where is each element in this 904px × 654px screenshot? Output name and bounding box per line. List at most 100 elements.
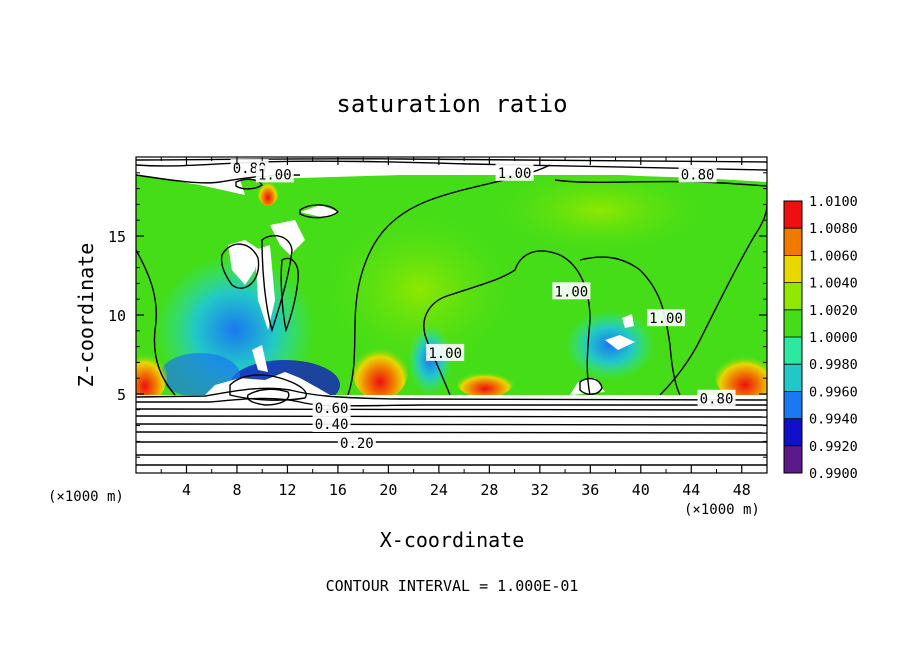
colorbar-label: 0.9920 (809, 439, 858, 455)
colorbar-swatch (784, 282, 802, 310)
field-zone (480, 160, 720, 260)
contour-label-bg (697, 389, 736, 407)
field-white-region (570, 378, 605, 395)
colorbar-label: 0.9980 (809, 357, 858, 373)
contour-label: 1.00 (258, 167, 292, 183)
contour-label-bg (337, 433, 376, 451)
contour-line-small (220, 243, 260, 289)
colorbar-label: 1.0040 (809, 276, 858, 292)
contour-line-1.00 (136, 249, 176, 396)
contour-line-0.40 (136, 431, 767, 434)
x-tick-label: 28 (480, 481, 498, 499)
colorbar-label: 1.0020 (809, 303, 858, 319)
field-white-region (300, 205, 340, 218)
contour-label: 0.40 (315, 417, 349, 433)
colorbar-swatch (784, 445, 802, 473)
field-zone (310, 200, 530, 380)
colorbar-swatch (784, 201, 802, 229)
colorbar-swatch (784, 418, 802, 446)
x-unit-label-left: (×1000 m) (48, 489, 124, 505)
field-zone (352, 340, 408, 400)
colorbar-label: 1.0000 (809, 330, 858, 346)
x-unit-label-right: (×1000 m) (684, 502, 760, 518)
x-tick-label: 24 (430, 481, 448, 499)
contour-label: 1.00 (498, 166, 532, 182)
contour-interval-note: CONTOUR INTERVAL = 1.000E-01 (325, 577, 579, 595)
contour-line-0.60 (136, 415, 767, 418)
x-tick-label: 12 (278, 481, 296, 499)
contour-line-0.40 (136, 423, 767, 426)
contour-label-bg (647, 309, 686, 327)
field-zone (457, 369, 513, 397)
field-zone (715, 350, 767, 400)
colorbar-label: 0.9940 (809, 412, 858, 428)
colorbar-swatch (784, 337, 802, 365)
colorbar-label: 0.9900 (809, 466, 858, 482)
contour-label-bg (678, 165, 717, 183)
colorbar-swatch (784, 364, 802, 392)
colorbar-label: 1.0060 (809, 248, 858, 264)
contour-line-small (229, 374, 307, 401)
contour-line-small (579, 377, 603, 395)
field-white-region (270, 220, 305, 255)
contour-line-0.80 (136, 387, 767, 401)
y-axis-label: Z-coordinate (74, 242, 98, 388)
contour-line-small (261, 234, 293, 333)
contour-label-bg (495, 163, 534, 181)
contour-label: 0.80 (681, 167, 715, 183)
contour-label-bg (255, 165, 294, 183)
x-tick-label: 4 (182, 481, 191, 499)
contour-label: 1.00 (555, 284, 589, 300)
x-axis-label: X-coordinate (379, 528, 525, 552)
contour-line-1.00 (579, 256, 681, 396)
colorbar-swatch (784, 391, 802, 419)
colorbar-swatch (784, 309, 802, 337)
contour-line-0.60 (136, 408, 767, 411)
field-white-region (136, 395, 767, 473)
field-white-region (252, 345, 268, 372)
contour-line-0.80 (136, 158, 767, 163)
y-tick-label: 5 (117, 386, 126, 404)
contour-line-small (246, 388, 290, 406)
colorbar-swatch (784, 255, 802, 283)
x-tick-label: 20 (379, 481, 397, 499)
x-tick-label: 44 (682, 481, 700, 499)
contour-label-bg (312, 399, 351, 417)
colorbar-swatch (784, 228, 802, 256)
x-tick-label: 8 (232, 481, 241, 499)
contour-line-0.80 (136, 397, 767, 407)
x-tick-label: 16 (329, 481, 347, 499)
contour-line-0.80 (136, 160, 767, 171)
contour-lines (136, 158, 767, 466)
contour-line-small (280, 257, 299, 333)
field-zone (136, 347, 167, 403)
y-tick-label: 15 (108, 228, 126, 246)
field-white-region (622, 314, 634, 328)
field-white-region (255, 245, 275, 330)
contour-label-bg (552, 282, 591, 300)
contour-label-bg (312, 415, 351, 433)
field-white-region (205, 372, 330, 395)
colorbar-label: 0.9960 (809, 384, 858, 400)
colorbar-label: 1.0080 (809, 221, 858, 237)
x-tick-label: 36 (581, 481, 599, 499)
colorbar-label: 1.0100 (809, 194, 858, 210)
contour-label: 1.00 (428, 346, 462, 362)
contour-line-1.00 (423, 250, 591, 396)
field-zone (565, 310, 655, 380)
contour-line-small (235, 178, 263, 190)
contour-label: 0.60 (315, 401, 349, 417)
x-tick-label: 48 (733, 481, 751, 499)
contour-label: 0.20 (340, 436, 374, 452)
y-tick-label: 10 (108, 307, 126, 325)
contour-label: 1.00 (649, 311, 683, 327)
contour-line-small (299, 204, 340, 219)
chart-title: saturation ratio (336, 90, 568, 118)
x-tick-label: 32 (531, 481, 549, 499)
contour-line-1.00 (659, 204, 767, 396)
field-zone (258, 178, 278, 206)
contour-label: 0.80 (700, 392, 734, 408)
field-white-region (228, 240, 260, 285)
